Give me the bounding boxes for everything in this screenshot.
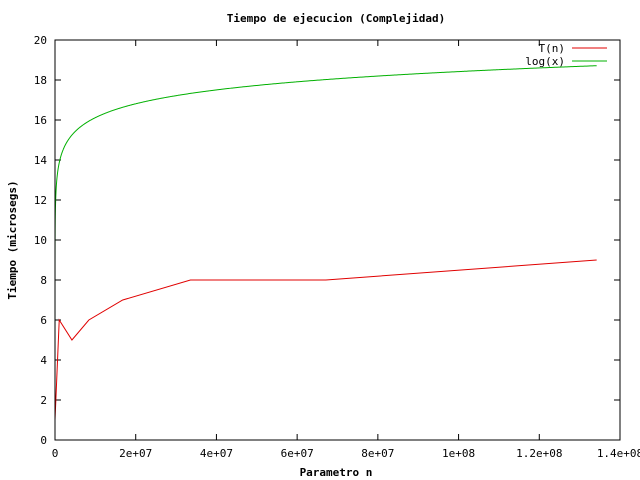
- series-line-log-x: [54, 65, 597, 441]
- y-tick-label: 10: [34, 234, 47, 247]
- y-tick-label: 20: [34, 34, 47, 47]
- y-tick-label: 14: [34, 154, 48, 167]
- y-tick-label: 2: [40, 394, 47, 407]
- y-axis-ticks: 0 2 4 6 8 10 12 14 16 18 20: [34, 34, 620, 447]
- x-tick-label: 1.4e+08: [597, 447, 640, 460]
- x-tick-label: 6e+07: [281, 447, 314, 460]
- y-tick-label: 0: [40, 434, 47, 447]
- x-tick-label: 2e+07: [119, 447, 152, 460]
- chart-title: Tiempo de ejecucion (Complejidad): [227, 12, 446, 25]
- x-tick-label: 1.2e+08: [516, 447, 562, 460]
- x-tick-label: 4e+07: [200, 447, 233, 460]
- x-tick-label: 1e+08: [442, 447, 475, 460]
- y-tick-label: 6: [40, 314, 47, 327]
- x-tick-label: 0: [52, 447, 59, 460]
- y-tick-label: 18: [34, 74, 47, 87]
- series-line-t-n: [54, 259, 597, 421]
- y-axis-label: Tiempo (microsegs): [6, 180, 19, 299]
- legend-label: log(x): [525, 55, 565, 68]
- plot-frame: [54, 39, 621, 441]
- x-axis-ticks: 0 2e+07 4e+07 6e+07 8e+07 1e+08 1.2e+08 1.4e+08: [52, 40, 640, 460]
- legend: T(n)log(x): [525, 42, 607, 68]
- y-tick-label: 8: [40, 274, 47, 287]
- y-tick-label: 12: [34, 194, 47, 207]
- legend-label: T(n): [539, 42, 566, 55]
- x-axis-label: Parametro n: [300, 466, 373, 479]
- x-tick-label: 8e+07: [361, 447, 394, 460]
- y-tick-label: 16: [34, 114, 47, 127]
- series-layer: [54, 65, 597, 441]
- y-tick-label: 4: [40, 354, 47, 367]
